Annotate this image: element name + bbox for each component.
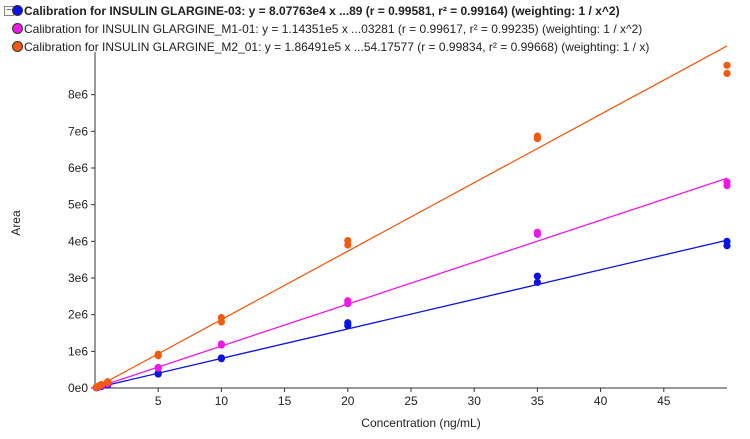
data-point-series-3 bbox=[723, 69, 731, 77]
y-tick-label: 2e6 bbox=[68, 308, 88, 322]
x-tick-label: 40 bbox=[594, 394, 608, 408]
legend-label: Calibration for INSULIN GLARGINE_M2_01: … bbox=[24, 40, 650, 54]
x-tick-label: 45 bbox=[657, 394, 671, 408]
legend-marker-icon bbox=[12, 23, 23, 34]
x-tick-label: 25 bbox=[404, 394, 418, 408]
data-point-series-3 bbox=[97, 380, 105, 389]
data-point-series-1 bbox=[154, 369, 162, 377]
data-point-series-3 bbox=[723, 61, 731, 69]
x-tick-label: 15 bbox=[278, 394, 292, 408]
data-point-series-3 bbox=[104, 378, 112, 386]
y-tick-label: 1e6 bbox=[68, 344, 88, 358]
legend-label: Calibration for INSULIN GLARGINE-03: y =… bbox=[24, 4, 620, 18]
data-point-series-2 bbox=[533, 228, 542, 236]
y-tick-label: 6e6 bbox=[68, 161, 88, 175]
legend-entry-glargine-m1[interactable]: Calibration for INSULIN GLARGINE_M1-01: … bbox=[4, 20, 746, 38]
y-tick-label: 4e6 bbox=[68, 234, 88, 248]
data-point-series-2 bbox=[723, 178, 731, 186]
x-tick-label: 5 bbox=[155, 394, 162, 408]
fit-line-series-3 bbox=[94, 45, 728, 389]
y-tick-label: 8e6 bbox=[68, 88, 88, 102]
data-point-series-1 bbox=[217, 354, 225, 362]
x-tick-label: 10 bbox=[215, 394, 229, 408]
data-point-series-3 bbox=[154, 350, 162, 358]
fit-line-series-1 bbox=[94, 239, 728, 389]
data-point-series-2 bbox=[154, 363, 162, 372]
legend-label: Calibration for INSULIN GLARGINE_M1-01: … bbox=[24, 22, 643, 36]
data-point-series-3 bbox=[344, 237, 352, 245]
legend-entry-glargine-m2[interactable]: Calibration for INSULIN GLARGINE_M2_01: … bbox=[4, 38, 746, 56]
legend-marker-icon bbox=[12, 5, 23, 16]
y-tick-label: 5e6 bbox=[68, 198, 88, 212]
y-tick-label: 3e6 bbox=[68, 271, 88, 285]
x-axis-title: Concentration (ng/mL) bbox=[361, 416, 480, 430]
chart-legend: − Calibration for INSULIN GLARGINE-03: y… bbox=[4, 2, 746, 56]
y-tick-label: 0e0 bbox=[68, 381, 88, 395]
fit-line-series-2 bbox=[94, 177, 728, 389]
x-tick-label: 35 bbox=[531, 394, 545, 408]
plot-area bbox=[92, 45, 731, 392]
x-tick-label: 30 bbox=[468, 394, 482, 408]
data-point-series-3 bbox=[217, 314, 225, 322]
y-axis-title: Area bbox=[9, 210, 23, 236]
data-point-series-1 bbox=[723, 237, 731, 245]
data-point-series-2 bbox=[217, 340, 225, 348]
data-point-series-2 bbox=[344, 297, 352, 305]
legend-entry-glargine-03[interactable]: − Calibration for INSULIN GLARGINE-03: y… bbox=[4, 2, 746, 20]
axes: 5 10 15 20 25 30 35 40 45 0e0 1e6 2e6 3e6 4e6 5e6 6e6 7e… bbox=[68, 52, 727, 408]
data-point-series-1 bbox=[533, 272, 542, 280]
legend-marker-icon bbox=[12, 41, 23, 52]
data-point-series-3 bbox=[533, 132, 542, 140]
y-tick-label: 7e6 bbox=[68, 124, 88, 138]
data-point-series-1 bbox=[533, 278, 542, 286]
x-tick-label: 20 bbox=[341, 394, 355, 408]
data-point-series-1 bbox=[344, 319, 352, 327]
